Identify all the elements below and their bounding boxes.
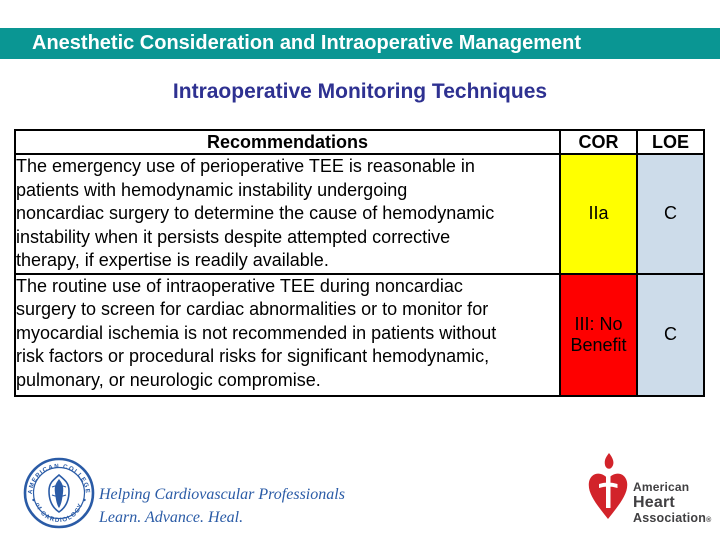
cor-value: IIa	[559, 153, 638, 275]
loe-value: C	[636, 153, 705, 275]
recommendation-text: The routine use of intraoperative TEE du…	[14, 272, 561, 397]
loe-value: C	[636, 272, 705, 397]
aha-heart-torch-icon	[588, 453, 628, 519]
aha-text-line2: Heart	[633, 494, 675, 511]
acc-logo-seal-icon: AMERICAN COLLEGE of CARDIOLOGY	[23, 457, 95, 529]
table-row: The routine use of intraoperative TEE du…	[14, 272, 705, 397]
column-header-loe: LOE	[636, 129, 705, 155]
column-header-recommendations: Recommendations	[14, 129, 561, 155]
cor-value: III: No Benefit	[559, 272, 638, 397]
acc-tagline-line1: Helping Cardiovascular Professionals	[99, 486, 345, 503]
slide-subtitle: Intraoperative Monitoring Techniques	[172, 80, 548, 103]
aha-text-line1: American	[633, 480, 690, 494]
aha-logo-text: American Heart Association®	[633, 481, 711, 528]
slide-title: Anesthetic Consideration and Intraoperat…	[32, 32, 581, 54]
acc-tagline: Helping Cardiovascular Professionals Lea…	[99, 483, 345, 529]
column-header-cor: COR	[559, 129, 638, 155]
acc-tagline-line2: Learn. Advance. Heal.	[99, 509, 244, 526]
table-header-row: Recommendations COR LOE	[14, 129, 705, 155]
aha-text-line3: Association®	[633, 511, 712, 525]
registered-mark: ®	[706, 517, 712, 524]
title-banner: Anesthetic Consideration and Intraoperat…	[0, 28, 720, 59]
table-row: The emergency use of perioperative TEE i…	[14, 153, 705, 275]
recommendations-table: Recommendations COR LOE The emergency us…	[14, 129, 705, 397]
recommendation-text: The emergency use of perioperative TEE i…	[14, 153, 561, 275]
